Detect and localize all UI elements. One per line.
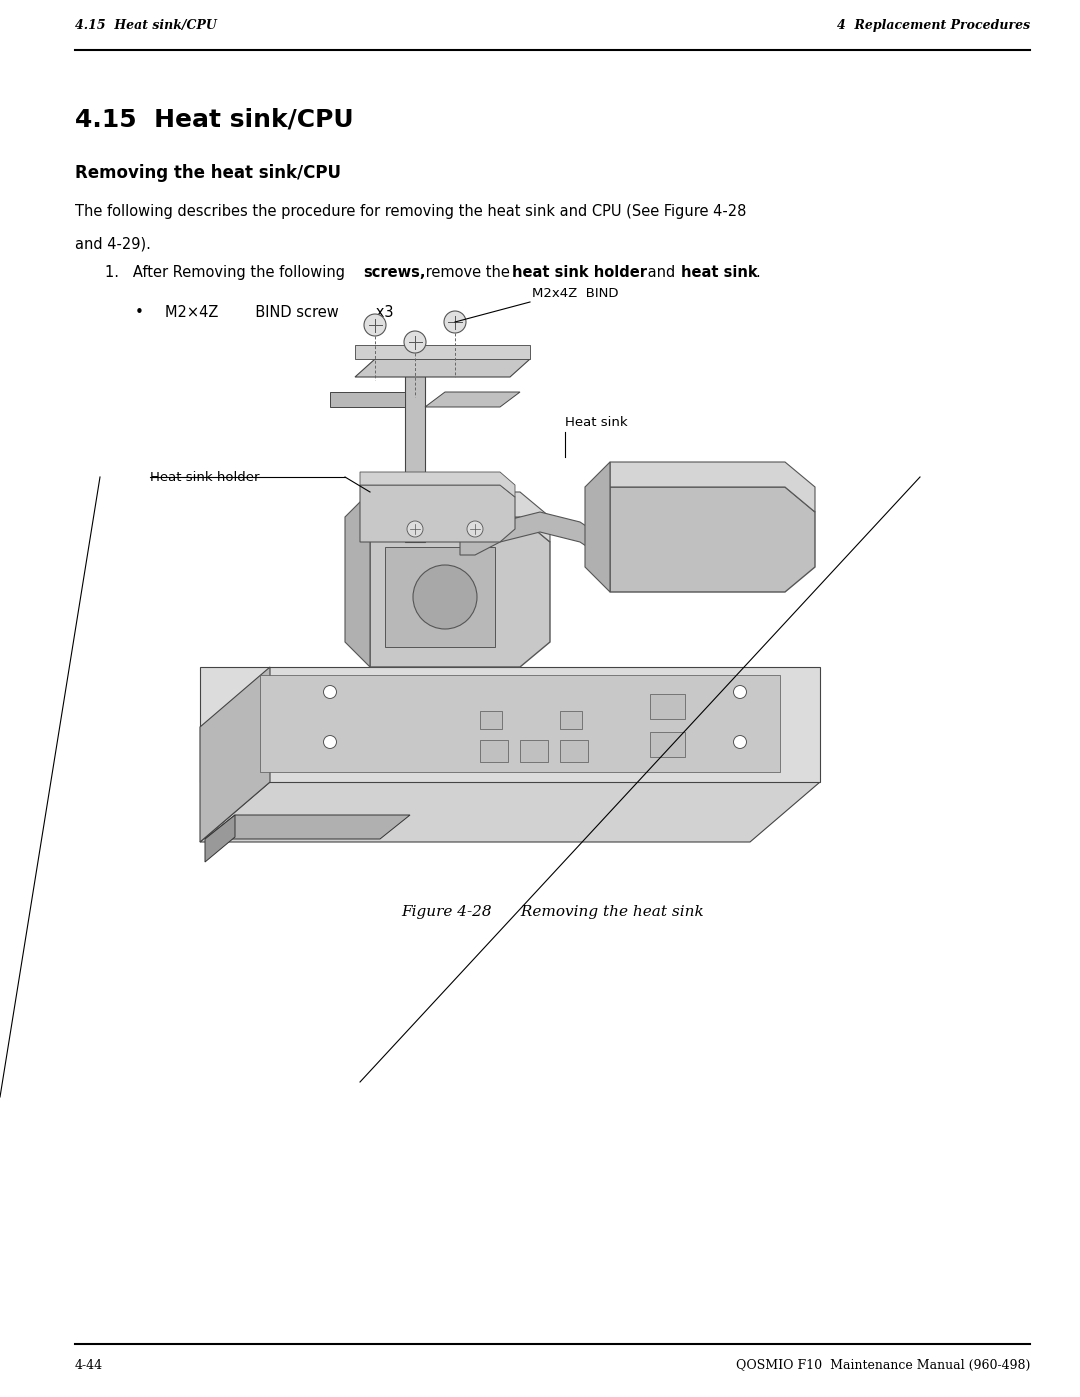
Text: M2x4Z  BIND: M2x4Z BIND — [532, 286, 619, 300]
Text: M2×4Z        BIND screw        x3: M2×4Z BIND screw x3 — [165, 305, 393, 320]
Polygon shape — [360, 485, 515, 542]
Text: heat sink: heat sink — [681, 265, 758, 279]
Text: •: • — [135, 305, 144, 320]
Polygon shape — [355, 345, 530, 359]
Polygon shape — [360, 472, 515, 497]
Circle shape — [404, 331, 426, 353]
Polygon shape — [405, 362, 426, 542]
Text: Heat sink: Heat sink — [565, 416, 627, 429]
Polygon shape — [345, 492, 370, 666]
Text: The following describes the procedure for removing the heat sink and CPU (See Fi: The following describes the procedure fo… — [75, 204, 746, 219]
Text: 1.   After Removing the following: 1. After Removing the following — [105, 265, 350, 279]
Polygon shape — [200, 782, 820, 842]
Polygon shape — [610, 488, 815, 592]
Text: 4.15  Heat sink/CPU: 4.15 Heat sink/CPU — [75, 20, 217, 32]
Text: 4.15  Heat sink/CPU: 4.15 Heat sink/CPU — [75, 108, 353, 131]
Text: .: . — [755, 265, 759, 279]
Circle shape — [324, 686, 337, 698]
Circle shape — [407, 521, 423, 536]
Polygon shape — [205, 814, 410, 840]
Text: heat sink holder: heat sink holder — [512, 265, 647, 279]
Polygon shape — [370, 517, 550, 666]
Text: and: and — [644, 265, 680, 279]
Text: remove the: remove the — [421, 265, 514, 279]
Polygon shape — [370, 492, 550, 542]
Text: 4-44: 4-44 — [75, 1359, 103, 1372]
Polygon shape — [355, 359, 530, 377]
Bar — [650, 732, 685, 757]
Polygon shape — [460, 511, 610, 562]
Circle shape — [733, 686, 746, 698]
Circle shape — [364, 314, 386, 337]
Bar — [519, 740, 548, 761]
Bar — [480, 740, 508, 761]
Circle shape — [733, 735, 746, 749]
Text: Heat sink holder: Heat sink holder — [150, 471, 259, 483]
Polygon shape — [260, 675, 780, 773]
Polygon shape — [200, 666, 820, 782]
Text: screws,: screws, — [363, 265, 426, 279]
Text: Figure 4-28      Removing the heat sink: Figure 4-28 Removing the heat sink — [401, 905, 704, 919]
Text: and 4-29).: and 4-29). — [75, 236, 151, 251]
Polygon shape — [200, 666, 270, 842]
Bar — [480, 711, 502, 729]
Polygon shape — [610, 462, 815, 511]
Bar — [561, 740, 588, 761]
Polygon shape — [205, 814, 235, 862]
Text: Removing the heat sink/CPU: Removing the heat sink/CPU — [75, 163, 341, 182]
Bar — [650, 694, 685, 719]
Polygon shape — [330, 393, 405, 407]
Circle shape — [413, 564, 477, 629]
Bar — [384, 548, 495, 647]
Text: 4  Replacement Procedures: 4 Replacement Procedures — [837, 20, 1030, 32]
Polygon shape — [426, 393, 519, 407]
Circle shape — [324, 735, 337, 749]
Bar — [561, 711, 582, 729]
Circle shape — [467, 521, 483, 536]
Circle shape — [444, 312, 465, 332]
Text: QOSMIO F10  Maintenance Manual (960-498): QOSMIO F10 Maintenance Manual (960-498) — [735, 1359, 1030, 1372]
Polygon shape — [585, 462, 610, 592]
